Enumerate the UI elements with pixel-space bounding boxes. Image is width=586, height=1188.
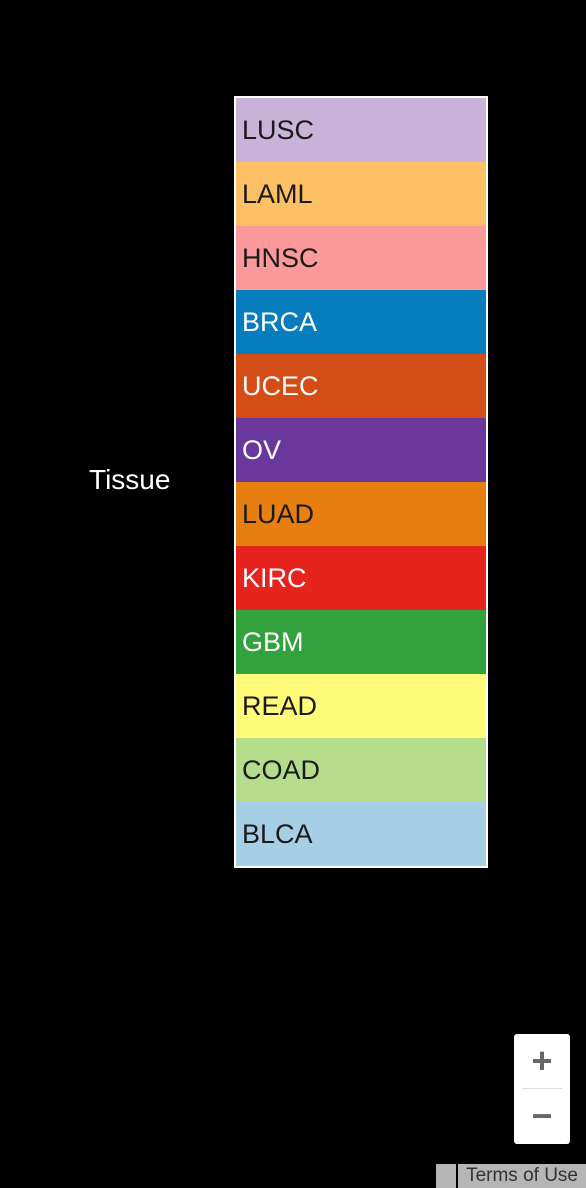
legend-title: Tissue	[89, 464, 171, 495]
legend-item-label: LAML	[242, 178, 313, 209]
legend-item-label: READ	[242, 690, 318, 721]
zoom-divider	[522, 1088, 562, 1089]
legend-item: READ	[236, 674, 486, 738]
zoom-in-button[interactable]: +	[531, 1040, 553, 1081]
zoom-control: + −	[514, 1034, 570, 1144]
legend-item: BLCA	[236, 802, 486, 866]
legend-item-label: LUAD	[242, 498, 315, 529]
tissue-legend: LUSC LAML HNSC BRCA UCEC OV LUAD KIRC GBM READ COA…	[234, 96, 488, 868]
legend-item-label: OV	[242, 434, 282, 465]
legend-item-label: COAD	[242, 754, 321, 785]
legend-item: UCEC	[236, 354, 486, 418]
legend-item: COAD	[236, 738, 486, 802]
terms-of-use-link[interactable]: Terms of Use	[458, 1164, 586, 1188]
legend-item-label: KIRC	[242, 562, 307, 593]
legend-item: LUSC	[236, 98, 486, 162]
zoom-out-button[interactable]: −	[531, 1095, 553, 1136]
legend-item-label: UCEC	[242, 370, 319, 401]
legend-item: LAML	[236, 162, 486, 226]
legend-item: KIRC	[236, 546, 486, 610]
legend-item: HNSC	[236, 226, 486, 290]
legend-item: GBM	[236, 610, 486, 674]
legend-item: LUAD	[236, 482, 486, 546]
legend-item-label: BRCA	[242, 306, 318, 337]
legend-item-label: LUSC	[242, 114, 315, 145]
legend-item-label: HNSC	[242, 242, 319, 273]
footer-attribution-block	[436, 1164, 457, 1188]
legend-item-label: BLCA	[242, 818, 313, 849]
map-footer: Terms of Use	[436, 1164, 586, 1188]
legend-item-label: GBM	[242, 626, 304, 657]
legend-item: OV	[236, 418, 486, 482]
legend-item: BRCA	[236, 290, 486, 354]
